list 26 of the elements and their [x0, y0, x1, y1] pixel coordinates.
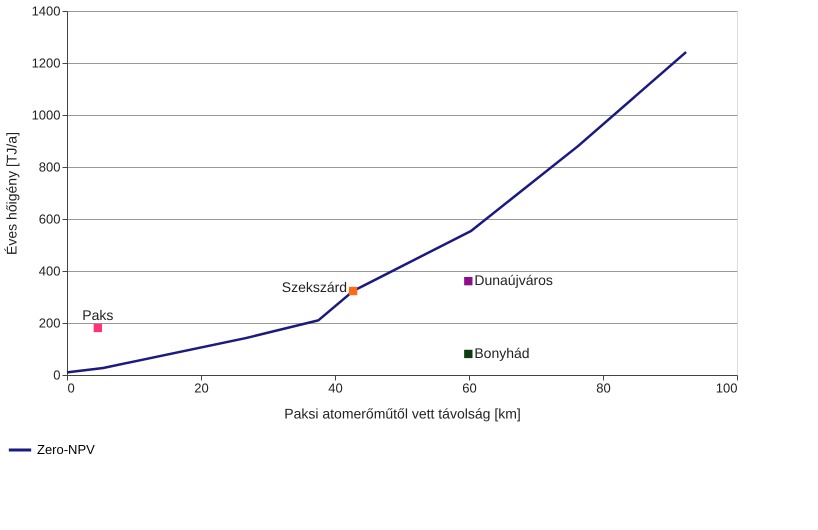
y-tick-label: 1400 — [32, 4, 60, 18]
annotation: Dunaújváros — [474, 272, 553, 288]
y-tick-label: 1200 — [32, 56, 60, 70]
y-tick-label: 400 — [38, 264, 60, 278]
y-tick-label: 1000 — [32, 108, 60, 122]
point — [94, 324, 102, 332]
y-tick-label: 200 — [38, 316, 60, 330]
legend-label: Zero-NPV — [37, 442, 96, 457]
y-tick-label: 0 — [53, 368, 60, 382]
annotation: Bonyhád — [474, 344, 530, 361]
x-tick-label: 20 — [194, 380, 209, 396]
line-series — [66, 50, 688, 374]
x-tick-label: 0 — [68, 380, 75, 396]
point — [464, 350, 473, 358]
x-tick-label: 100 — [716, 380, 738, 396]
y-tick-label: 800 — [38, 160, 60, 174]
y-axis-title: Éves hőigény [TJ/a] — [4, 132, 20, 255]
x-axis-title: Paksi atomerőműtől vett távolság [km] — [284, 406, 521, 422]
point — [348, 286, 358, 296]
annotation: Szekszárd — [282, 279, 348, 296]
y-tick-label: 600 — [38, 212, 60, 226]
point — [464, 276, 473, 286]
x-tick-label: 60 — [462, 380, 477, 396]
x-tick-label: 80 — [596, 380, 611, 396]
x-tick-label: 40 — [328, 380, 343, 396]
annotation: Paks — [82, 306, 114, 323]
